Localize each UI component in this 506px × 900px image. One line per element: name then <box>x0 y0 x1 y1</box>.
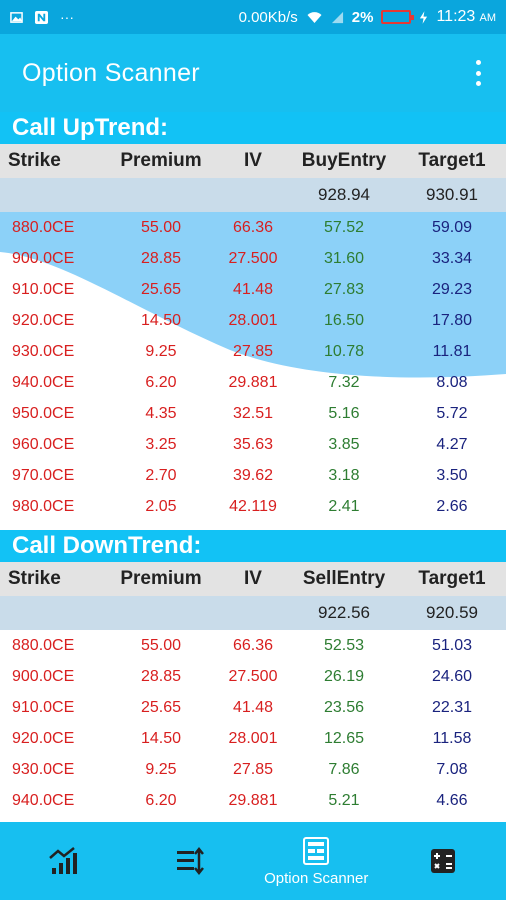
buy-entry-value: 928.94 <box>318 185 370 204</box>
up-target-value: 930.91 <box>426 185 478 204</box>
charging-icon <box>420 10 428 24</box>
table-row[interactable]: 920.0CE 14.50 28.001 16.50 17.80 <box>12 311 473 329</box>
downtrend-entry-row: 922.56 920.59 <box>0 596 506 630</box>
downtrend-header-row: Strike Premium IV SellEntry Target1 <box>0 562 506 596</box>
table-row[interactable]: 910.0CE 25.65 41.48 23.56 22.31 <box>12 698 473 716</box>
network-speed: 0.00Kb/s <box>238 8 298 26</box>
calculator-icon <box>430 849 455 873</box>
battery-percent: 2% <box>351 8 374 26</box>
uptrend-header-row: Strike Premium IV BuyEntry Target1 <box>0 144 506 178</box>
call-uptrend-title: Call UpTrend: <box>0 112 506 144</box>
header-premium: Premium <box>120 150 202 171</box>
main-content[interactable]: Call UpTrend: Strike Premium IV BuyEntry… <box>0 112 506 822</box>
table-row[interactable]: 920.0CE 14.50 28.001 12.65 11.58 <box>12 729 472 747</box>
filter-list-icon <box>176 846 204 876</box>
n-notification-icon <box>35 10 48 24</box>
table-row[interactable]: 930.0CE 9.25 27.85 10.78 11.81 <box>12 342 472 360</box>
app-title: Option Scanner <box>22 58 200 87</box>
table-row[interactable]: 970.0CE 2.70 39.62 3.18 3.50 <box>12 466 468 484</box>
table-row[interactable]: 980.0CE 2.05 42.119 2.41 2.66 <box>12 497 468 515</box>
table-row[interactable]: 900.0CE 28.85 27.500 31.60 33.34 <box>12 249 473 267</box>
call-uptrend-section: Call UpTrend: Strike Premium IV BuyEntry… <box>0 112 506 522</box>
nav-item-filter[interactable] <box>127 822 254 900</box>
table-row[interactable]: 930.0CE 9.25 27.85 7.86 7.08 <box>12 760 468 778</box>
nav-item-option-scanner[interactable]: Option Scanner <box>253 822 380 900</box>
table-row[interactable]: 960.0CE 3.25 35.63 3.85 4.27 <box>12 435 468 453</box>
wifi-icon <box>307 12 322 23</box>
down-target-value: 920.59 <box>426 603 478 622</box>
call-downtrend-section: Call DownTrend: Strike Premium IV SellEn… <box>0 530 506 816</box>
status-bar: ··· 0.00Kb/s 2% 11:23 AM <box>0 0 506 34</box>
table-row[interactable]: 900.0CE 28.85 27.500 26.19 24.60 <box>12 667 473 685</box>
bottom-navigation: Option Scanner <box>0 822 506 900</box>
header-sellentry: SellEntry <box>302 568 386 589</box>
nav-label-option-scanner: Option Scanner <box>264 869 369 887</box>
header-buyentry: BuyEntry <box>301 150 387 171</box>
overflow-menu-icon[interactable] <box>472 60 484 86</box>
clock: 11:23 <box>436 8 476 25</box>
more-notifications-icon: ··· <box>60 9 74 25</box>
nav-item-calculator[interactable] <box>380 822 506 900</box>
chart-icon <box>49 847 78 874</box>
nav-item-chart[interactable] <box>0 822 127 900</box>
uptrend-entry-row: 928.94 930.91 <box>0 178 506 212</box>
header-strike: Strike <box>8 150 61 171</box>
app-bar: Option Scanner <box>0 34 506 112</box>
header-iv: IV <box>244 150 262 171</box>
battery-icon <box>381 10 415 24</box>
table-row[interactable]: 880.0CE 55.00 66.36 52.53 51.03 <box>12 636 473 654</box>
table-row[interactable]: 910.0CE 25.65 41.48 27.83 29.23 <box>12 280 473 298</box>
header-premium: Premium <box>120 568 202 589</box>
call-downtrend-title: Call DownTrend: <box>0 530 506 562</box>
table-row[interactable]: 940.0CE 6.20 29.881 7.32 8.08 <box>12 373 468 391</box>
header-iv: IV <box>244 568 262 589</box>
table-row[interactable]: 940.0CE 6.20 29.881 5.21 4.66 <box>12 791 468 809</box>
table-row[interactable]: 950.0CE 4.35 32.51 5.16 5.72 <box>12 404 468 422</box>
header-target1: Target1 <box>418 150 486 171</box>
uptrend-rows: 880.0CE 55.00 66.36 57.52 59.09 900.0CE 28.85… <box>0 212 506 522</box>
header-strike: Strike <box>8 568 61 589</box>
image-notification-icon <box>10 11 23 23</box>
table-row[interactable]: 880.0CE 55.00 66.36 57.52 59.09 <box>12 218 473 236</box>
sell-entry-value: 922.56 <box>318 603 370 622</box>
scanner-icon <box>303 836 330 865</box>
signal-icon <box>331 11 343 23</box>
header-target1: Target1 <box>418 568 486 589</box>
downtrend-rows: 880.0CE 55.00 66.36 52.53 51.03 900.0CE 28.85… <box>0 630 506 816</box>
clock-ampm: AM <box>479 12 497 24</box>
section-gap <box>0 522 506 530</box>
